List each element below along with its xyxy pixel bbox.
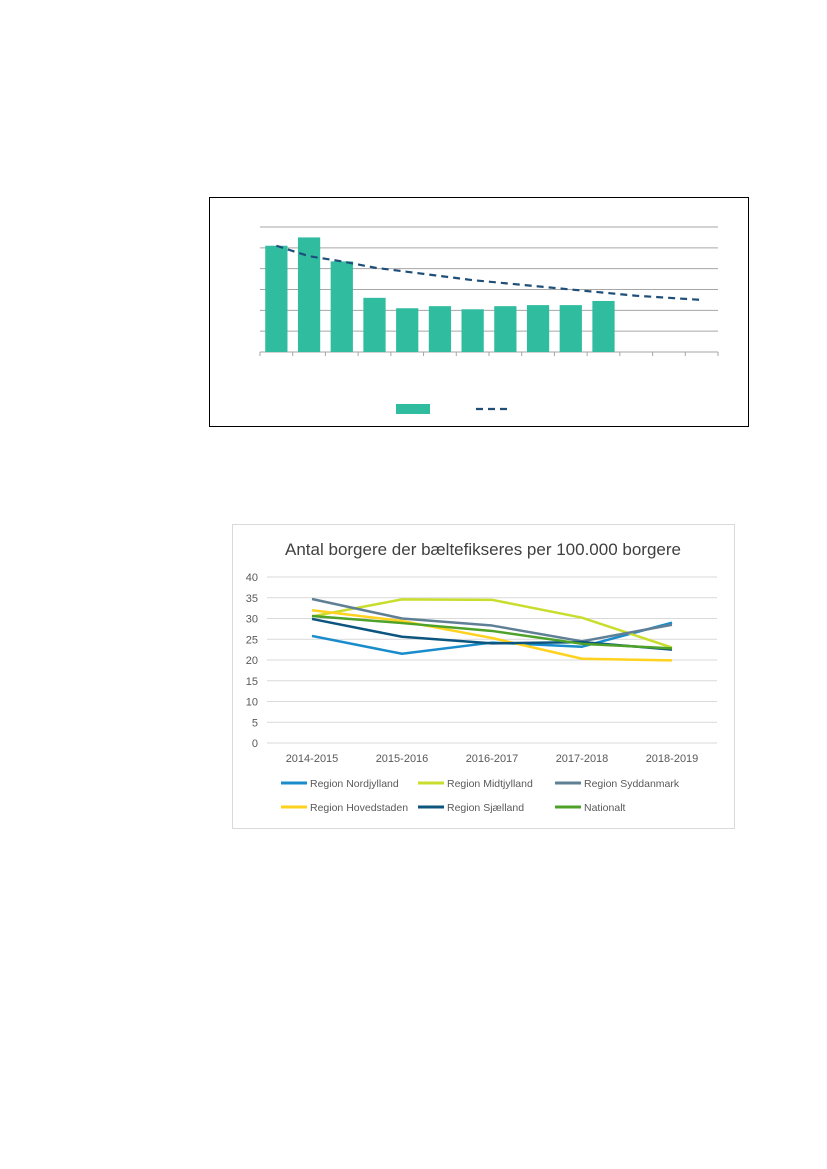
bar: [494, 306, 517, 352]
series-line: [311, 614, 673, 650]
bar: [330, 261, 353, 352]
bar: [592, 300, 615, 352]
x-tick-label: 2018-2019: [646, 753, 699, 765]
y-tick-label: 0: [252, 738, 258, 750]
bar: [297, 237, 321, 352]
series-line: [311, 598, 673, 649]
x-tick-label: 2016-2017: [466, 753, 519, 765]
chart-2: Antal borgere der bæltefikseres per 100.…: [246, 540, 717, 814]
bar: [428, 306, 452, 352]
y-tick-label: 35: [246, 593, 258, 605]
series-line: [311, 608, 673, 662]
legend-label: Region Midtjylland: [447, 778, 533, 790]
chart-title: Antal borgere der bæltefikseres per 100.…: [285, 540, 681, 559]
y-tick-label: 40: [246, 572, 258, 584]
chart-1-frame: [209, 197, 749, 427]
chart-2-frame: Antal borgere der bæltefikseres per 100.…: [232, 524, 735, 829]
x-tick-label: 2015-2016: [376, 753, 429, 765]
y-tick-label: 20: [246, 655, 258, 667]
trend-line: [276, 244, 702, 302]
legend-key-bar: [396, 404, 430, 414]
bar: [526, 305, 550, 352]
legend-label: Region Syddanmark: [584, 778, 680, 790]
x-tick-label: 2017-2018: [556, 753, 609, 765]
legend-label: Region Sjælland: [447, 802, 524, 814]
y-tick-label: 25: [246, 634, 258, 646]
legend-label: Region Hovedstaden: [310, 802, 408, 814]
legend-label: Region Nordjylland: [310, 778, 399, 790]
bar: [559, 305, 582, 352]
bar: [396, 308, 419, 352]
y-tick-label: 10: [246, 697, 258, 709]
bar: [363, 297, 386, 352]
y-tick-label: 30: [246, 614, 258, 626]
bar: [461, 309, 484, 352]
legend-label: Nationalt: [584, 802, 626, 814]
y-tick-label: 5: [252, 717, 258, 729]
bar: [265, 245, 288, 352]
x-tick-label: 2014-2015: [286, 753, 339, 765]
y-tick-label: 15: [246, 676, 258, 688]
chart-1: [259, 226, 719, 414]
series-line: [311, 597, 673, 643]
